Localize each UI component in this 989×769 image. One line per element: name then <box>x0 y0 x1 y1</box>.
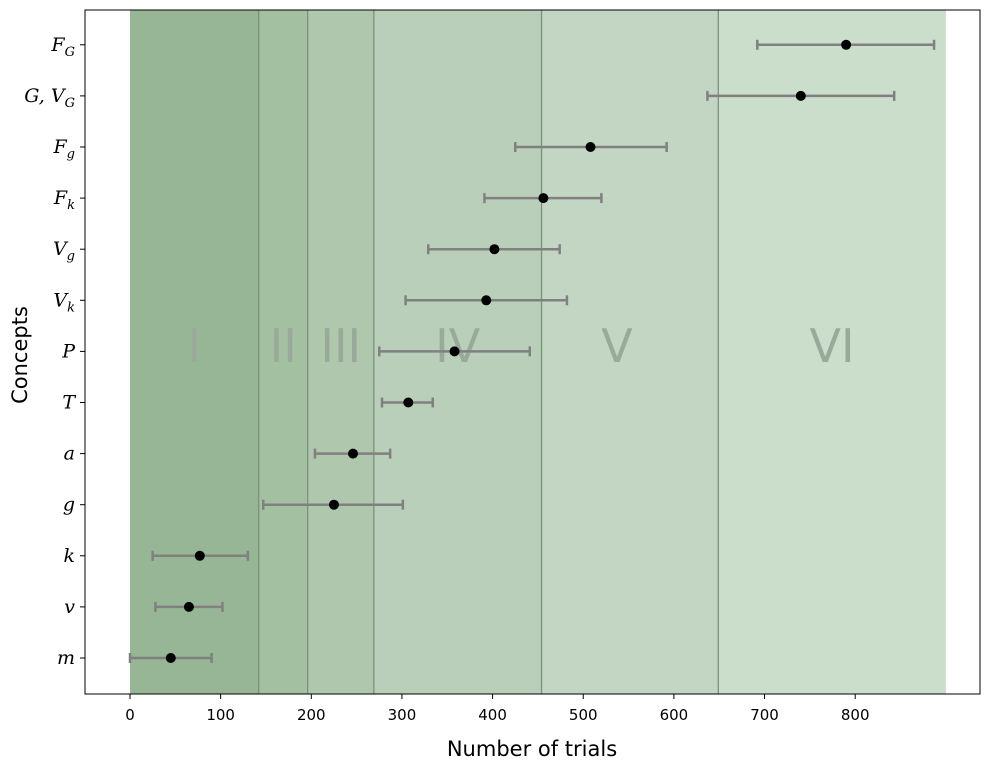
data-point <box>585 142 596 152</box>
data-point <box>795 90 806 101</box>
y-tick-label: k <box>63 545 75 567</box>
y-tick-label: T <box>62 392 76 414</box>
y-axis-ticks: m v k g a T P Vk Vg Fk Fg G, VG FG <box>24 34 85 669</box>
phase-label: V <box>601 319 633 373</box>
phase-label: III <box>320 319 361 373</box>
x-tick-label: 200 <box>297 706 326 724</box>
x-tick-label: 500 <box>569 706 598 724</box>
phase-label: IV <box>435 319 481 373</box>
phase-labels: I II III IV V VI <box>188 319 855 373</box>
data-point <box>328 499 339 510</box>
data-point <box>403 397 414 408</box>
data-point <box>183 601 194 612</box>
x-tick-label: 100 <box>206 706 235 724</box>
y-tick-label: G, VG <box>24 85 75 111</box>
x-tick-label: 300 <box>388 706 417 724</box>
data-point <box>841 39 852 50</box>
phase-label: II <box>270 319 297 373</box>
y-tick-label: a <box>64 443 75 465</box>
phase-band <box>130 10 259 694</box>
data-point <box>489 244 500 255</box>
phase-band <box>307 10 374 694</box>
y-tick-label: Fg <box>52 136 75 162</box>
data-point <box>194 550 205 561</box>
x-tick-label: 400 <box>478 706 507 724</box>
y-tick-label: v <box>64 596 75 618</box>
x-axis-title: Number of trials <box>447 737 617 761</box>
phase-band <box>718 10 946 694</box>
y-tick-label: m <box>57 647 75 669</box>
y-tick-label: Vk <box>53 289 75 315</box>
data-point <box>449 346 460 357</box>
plot-frame <box>84 9 981 695</box>
data-point <box>347 448 358 459</box>
y-tick-label: Fk <box>53 187 75 213</box>
y-tick-label: P <box>61 340 76 362</box>
y-tick-label: FG <box>50 34 75 60</box>
phase-label: I <box>188 319 202 373</box>
x-tick-label: 600 <box>660 706 689 724</box>
phase-band <box>258 10 308 694</box>
phase-band <box>541 10 719 694</box>
y-tick-label: g <box>63 494 75 516</box>
data-point <box>481 295 492 306</box>
phase-label: VI <box>810 319 855 373</box>
x-axis-ticks: 0 100 200 300 400 500 600 700 800 <box>125 694 870 724</box>
y-axis-title: Concepts <box>8 306 32 404</box>
data-point <box>165 653 176 663</box>
y-tick-label: Vg <box>53 238 75 264</box>
x-tick-label: 800 <box>841 706 870 724</box>
data-point <box>538 193 549 204</box>
data-points <box>165 39 852 663</box>
x-tick-label: 0 <box>125 706 135 724</box>
x-tick-label: 700 <box>750 706 779 724</box>
